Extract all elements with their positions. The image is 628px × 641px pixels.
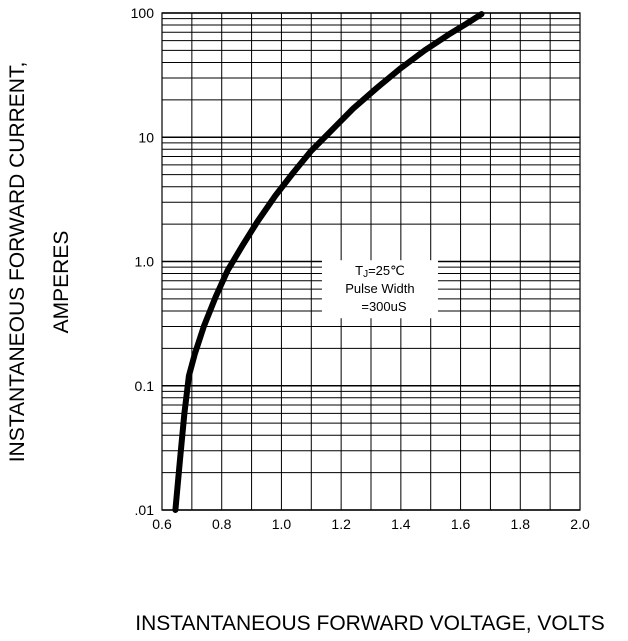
x-tick-label: 2.0 [570,516,590,532]
x-axis-title: INSTANTANEOUS FORWARD VOLTAGE, VOLTS [135,612,604,635]
annotation: TJ=25℃ Pulse Width =300uS [321,260,438,319]
annotation-tj-sub: J [363,269,368,280]
series [172,11,485,513]
forward-characteristic-curve [172,11,485,513]
y-tick-label: 10 [138,129,154,145]
annotation-tj-main: T [355,263,363,278]
x-tick-label: 0.6 [152,516,172,532]
y-tick-label: 100 [131,5,155,21]
x-tick-label: 0.8 [212,516,232,532]
tick-labels: 0.6 0.8 1.0 1.2 1.4 1.6 1.8 2.0 .01 0.1 1.0 10 100 [131,5,590,532]
annotation-tj-rest: =25℃ [368,263,405,278]
plot-frame [161,12,581,511]
y-tick-label: 0.1 [135,378,155,394]
x-tick-label: 1.4 [391,516,411,532]
annotation-line-2: Pulse Width [345,281,414,296]
y-axis-title-line-1: INSTANTANEOUS FORWARD CURRENT, [6,62,29,463]
annotation-line-1: TJ=25℃ [355,263,405,280]
x-tick-label: 1.8 [511,516,531,532]
y-axis-title-line-2: AMPERES [50,231,73,334]
annotation-line-3: =300uS [361,299,407,314]
plot-border [161,12,581,511]
x-tick-label: 1.6 [451,516,471,532]
annotation-box [321,260,438,319]
y-tick-label: .01 [135,502,155,518]
x-tick-label: 1.0 [272,516,292,532]
y-tick-label: 1.0 [135,254,155,270]
x-tick-label: 1.2 [331,516,351,532]
grid [161,12,581,511]
